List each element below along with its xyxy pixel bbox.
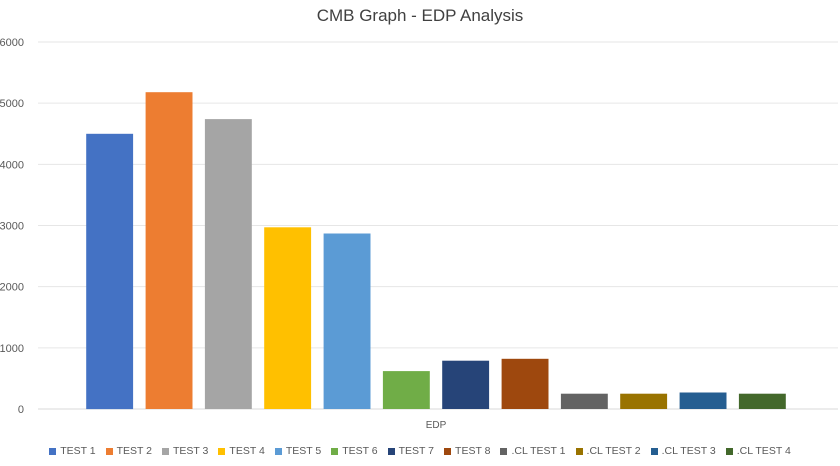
legend-item: TEST 4 — [218, 445, 265, 457]
y-tick-label: 1000 — [0, 343, 24, 355]
bar-cl-test-1 — [560, 393, 608, 409]
legend-item: TEST 2 — [105, 445, 152, 457]
bar-test-7 — [442, 360, 490, 409]
legend-item: .CL TEST 4 — [725, 445, 791, 457]
legend-swatch — [162, 447, 169, 455]
x-axis-categories: EDP — [426, 420, 447, 431]
bar-cl-test-3 — [679, 392, 727, 409]
bar-test-3 — [204, 119, 252, 409]
legend-label: TEST 3 — [173, 445, 209, 457]
legend-label: TEST 5 — [285, 445, 322, 457]
chart-title: CMB Graph - EDP Analysis — [316, 6, 524, 25]
x-category-label: EDP — [426, 420, 447, 431]
legend-label: TEST 7 — [398, 445, 435, 457]
legend-label: .CL TEST 4 — [736, 445, 791, 457]
legend-swatch — [331, 447, 339, 455]
legend-label: TEST 6 — [342, 445, 378, 457]
legend-label: .CL TEST 2 — [586, 445, 641, 457]
bar-test-4 — [264, 227, 312, 409]
chart-plot: 0 1000 2000 3000 4000 5000 6000 EDP — [0, 37, 838, 431]
y-tick-label: 5000 — [0, 98, 24, 110]
legend-item: TEST 5 — [274, 445, 322, 457]
y-tick-label: 2000 — [0, 282, 24, 294]
bar-test-5 — [323, 233, 371, 409]
legend-label: TEST 4 — [229, 445, 265, 457]
legend-swatch — [500, 447, 508, 455]
y-axis-ticks: 0 1000 2000 3000 4000 5000 6000 — [0, 37, 24, 416]
bar-test-2 — [145, 92, 193, 409]
legend-item: TEST 3 — [162, 445, 208, 457]
legend-item: TEST 6 — [331, 445, 378, 457]
legend-item: TEST 8 — [444, 445, 490, 457]
y-tick-label: 3000 — [0, 221, 24, 233]
legend-label: .CL TEST 1 — [511, 445, 566, 457]
legend-label: TEST 1 — [60, 445, 96, 457]
y-tick-label: 4000 — [0, 159, 24, 171]
legend-item: TEST 1 — [49, 445, 96, 457]
legend-swatch — [105, 447, 113, 455]
legend-label: TEST 2 — [116, 445, 152, 457]
legend-item: TEST 7 — [387, 445, 435, 457]
bar-test-8 — [501, 358, 549, 409]
bars — [86, 92, 786, 410]
legend-swatch — [218, 447, 226, 455]
legend-item: .CL TEST 2 — [575, 445, 641, 457]
legend-swatch — [575, 447, 583, 455]
legend-swatch — [274, 447, 282, 455]
legend-swatch — [725, 447, 733, 455]
legend-swatch — [387, 447, 395, 455]
legend-swatch — [49, 447, 57, 455]
y-tick-label: 0 — [18, 404, 24, 416]
legend-label: TEST 8 — [455, 445, 491, 457]
legend-swatch — [444, 447, 452, 455]
legend: TEST 1 TEST 2 TEST 3 TEST 4 TEST 5 TEST 6 TEST… — [0, 445, 840, 457]
y-tick-label: 6000 — [0, 37, 24, 49]
bar-test-1 — [86, 133, 134, 410]
legend-item: .CL TEST 1 — [500, 445, 566, 457]
legend-item: .CL TEST 3 — [650, 445, 716, 457]
bar-cl-test-2 — [620, 393, 668, 409]
legend-label: .CL TEST 3 — [661, 445, 716, 457]
legend-swatch — [650, 447, 658, 455]
bar-cl-test-4 — [738, 393, 786, 409]
bar-test-6 — [382, 371, 430, 409]
